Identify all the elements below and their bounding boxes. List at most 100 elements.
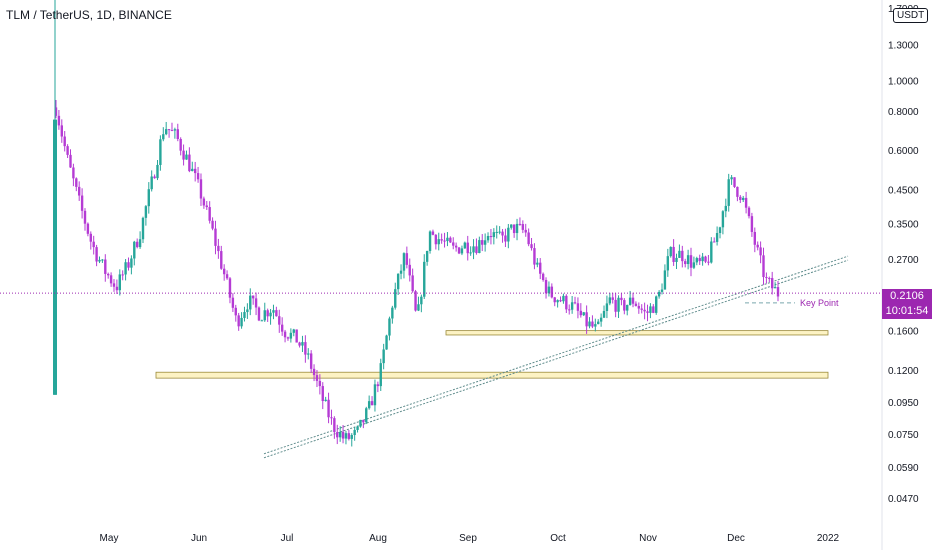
candle-body	[307, 353, 310, 355]
candle-body	[353, 429, 356, 436]
candle-body	[130, 258, 133, 268]
candle-body	[765, 277, 768, 279]
candle-body	[179, 138, 182, 151]
bar-countdown: 10:01:54	[885, 305, 929, 317]
trendline	[263, 255, 849, 455]
candle-body	[553, 297, 556, 303]
candles	[53, 0, 780, 447]
candle-body	[475, 246, 478, 254]
candle-body	[730, 177, 733, 180]
candle-body	[762, 255, 765, 278]
candle-body	[646, 311, 649, 313]
candle-body	[597, 321, 600, 325]
candle-body	[141, 217, 145, 240]
trendline	[263, 259, 849, 459]
time-axis: May Jun Jul Aug Sep Oct Nov Dec 2022	[100, 533, 840, 544]
candle-body	[721, 211, 725, 228]
candle-body	[118, 274, 121, 291]
key-point-label: Key Point	[800, 298, 839, 308]
candle-body	[388, 318, 391, 336]
candle-body	[57, 115, 61, 126]
currency-badge[interactable]: USDT	[893, 8, 929, 23]
candle-body	[327, 399, 330, 418]
candle-body	[539, 262, 542, 274]
candle-body	[234, 307, 237, 316]
candle-body	[663, 270, 667, 290]
candle-body	[254, 298, 258, 308]
candle-body	[101, 259, 104, 261]
candle-body	[617, 297, 620, 312]
candle-body	[295, 329, 298, 343]
candle-body	[628, 297, 632, 305]
candle-body	[237, 315, 240, 327]
candle-body	[512, 224, 516, 234]
candle-body	[657, 291, 661, 297]
y-tick-label: 0.0590	[888, 463, 919, 474]
candle-body	[460, 248, 464, 254]
candle-body	[246, 309, 249, 313]
candle-body	[251, 295, 255, 299]
candle-body	[124, 262, 127, 275]
y-tick-label: 0.2700	[888, 255, 919, 266]
candle-body	[640, 308, 643, 310]
candle-body	[744, 197, 748, 208]
candle-body	[153, 176, 156, 179]
x-tick-label: Oct	[550, 533, 566, 544]
candle-body	[718, 227, 722, 234]
candle-body	[515, 223, 519, 234]
candle-body	[713, 241, 716, 243]
last-price-value: 0.2106	[890, 290, 924, 302]
candle-body	[260, 320, 264, 322]
candle-body	[321, 386, 324, 401]
candle-body	[162, 134, 165, 140]
x-tick-label: Jun	[191, 533, 207, 544]
candle-body	[347, 433, 351, 439]
candle-body	[776, 287, 780, 297]
candle-body	[631, 297, 635, 304]
candle-body	[739, 196, 742, 200]
candle-body	[283, 331, 287, 338]
candle-body	[582, 312, 585, 316]
candle-body	[742, 197, 745, 200]
candle-body	[341, 431, 345, 439]
candle-body	[544, 279, 548, 294]
candle-body	[481, 240, 484, 245]
candle-body	[214, 228, 217, 246]
candle-body	[602, 310, 606, 318]
candle-body	[382, 349, 385, 364]
candle-body	[492, 232, 496, 238]
candle-body	[144, 206, 148, 218]
candle-body	[66, 146, 69, 155]
candle-body	[466, 242, 469, 254]
candle-body	[399, 270, 403, 274]
candle-body	[463, 242, 467, 249]
candle-body	[391, 307, 394, 319]
candle-body	[138, 239, 142, 248]
candle-body	[72, 167, 75, 179]
candle-body	[547, 286, 551, 294]
candle-body	[541, 273, 545, 280]
candle-body	[501, 231, 504, 236]
candle-body	[565, 295, 568, 310]
candle-body	[750, 216, 754, 232]
candle-body	[570, 302, 574, 310]
candle-body	[620, 297, 623, 301]
candle-body	[228, 278, 232, 298]
y-tick-label: 0.6000	[888, 146, 919, 157]
candle-body	[106, 273, 110, 276]
candle-body	[568, 309, 571, 311]
candle-body	[95, 247, 98, 262]
x-tick-label: May	[100, 533, 119, 544]
candle-body	[518, 223, 522, 225]
candle-body	[579, 310, 583, 316]
candle-body	[69, 154, 72, 168]
candle-body	[420, 296, 423, 305]
candle-body	[472, 246, 475, 253]
candle-body	[365, 408, 368, 423]
candle-body	[266, 310, 269, 317]
candle-body	[249, 295, 252, 310]
candle-body	[217, 245, 220, 252]
candle-body	[202, 198, 206, 206]
candle-body	[193, 168, 197, 174]
